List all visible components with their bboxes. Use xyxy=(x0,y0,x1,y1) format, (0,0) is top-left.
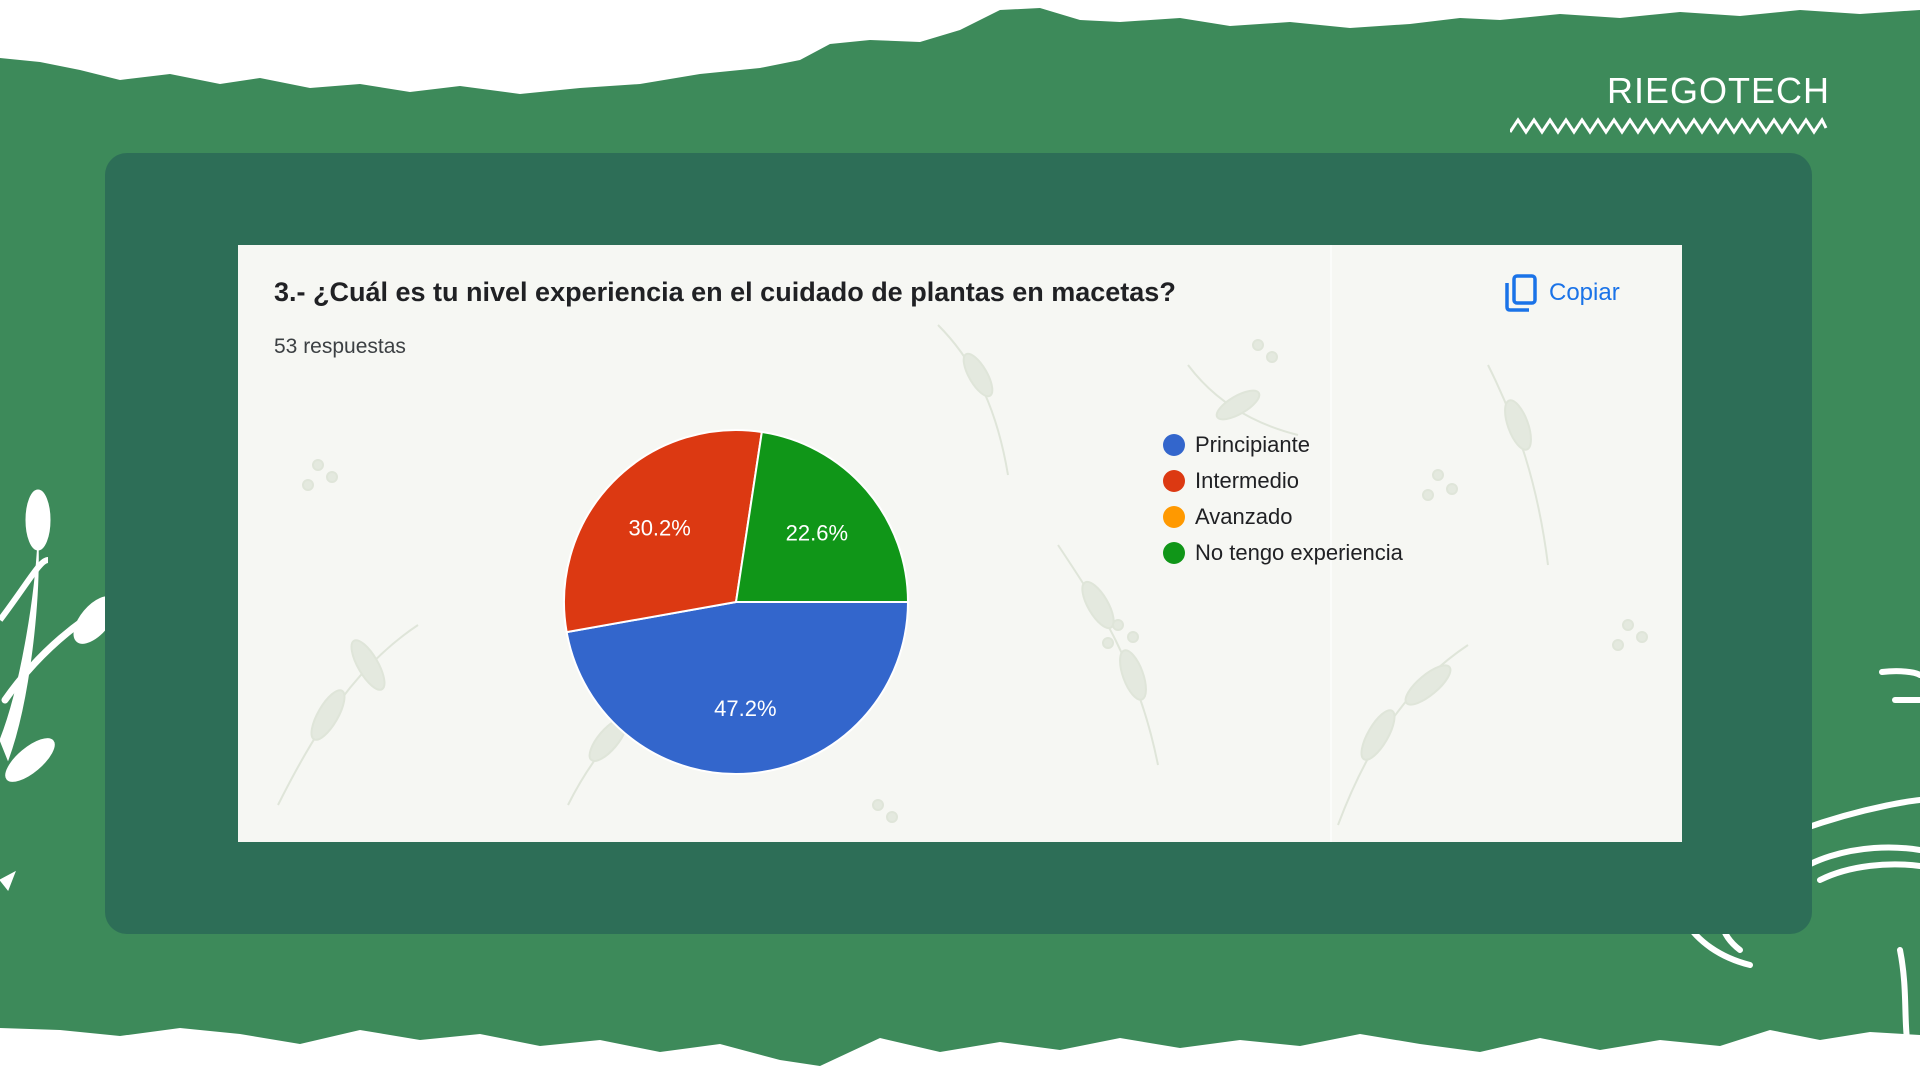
legend-label: Intermedio xyxy=(1195,468,1299,493)
legend-item: Intermedio xyxy=(1163,463,1403,499)
copy-icon xyxy=(1505,274,1537,312)
legend-label: Avanzado xyxy=(1195,504,1293,529)
chart-legend: Principiante Intermedio Avanzado No tengo e… xyxy=(1163,427,1403,571)
legend-swatch xyxy=(1163,506,1185,528)
pie-chart: 47.2% 30.2% 22.6% xyxy=(563,429,910,775)
pie-slice-no-tengo-experiencia xyxy=(734,430,910,603)
pie-slice-intermedio xyxy=(563,429,763,634)
pie-label-principiante: 47.2% xyxy=(714,696,776,721)
pie-slice-principiante xyxy=(565,601,910,775)
leaf-pattern-background xyxy=(277,245,1648,842)
copy-label: Copiar xyxy=(1549,279,1620,306)
chart-card: 3.- ¿Cuál es tu nivel experiencia en el … xyxy=(238,245,1682,842)
legend-swatch xyxy=(1163,470,1185,492)
legend-item: Avanzado xyxy=(1163,499,1403,535)
question-title: 3.- ¿Cuál es tu nivel experiencia en el … xyxy=(274,277,1176,307)
pie-label-no-tengo-experiencia: 22.6% xyxy=(786,520,848,545)
legend-swatch xyxy=(1163,542,1185,564)
brand-name: RIEGOTECH xyxy=(1606,70,1830,111)
copy-button[interactable]: Copiar xyxy=(1503,269,1620,317)
pie-label-intermedio: 30.2% xyxy=(628,516,690,541)
legend-swatch xyxy=(1163,434,1185,456)
legend-label: Principiante xyxy=(1195,432,1310,457)
brand-squiggle-underline xyxy=(1510,117,1828,135)
legend-label: No tengo experiencia xyxy=(1195,540,1403,565)
response-count: 53 respuestas xyxy=(274,335,406,358)
legend-item: Principiante xyxy=(1163,427,1403,463)
leaf-decoration-left xyxy=(0,489,119,891)
legend-item: No tengo experiencia xyxy=(1163,535,1403,571)
